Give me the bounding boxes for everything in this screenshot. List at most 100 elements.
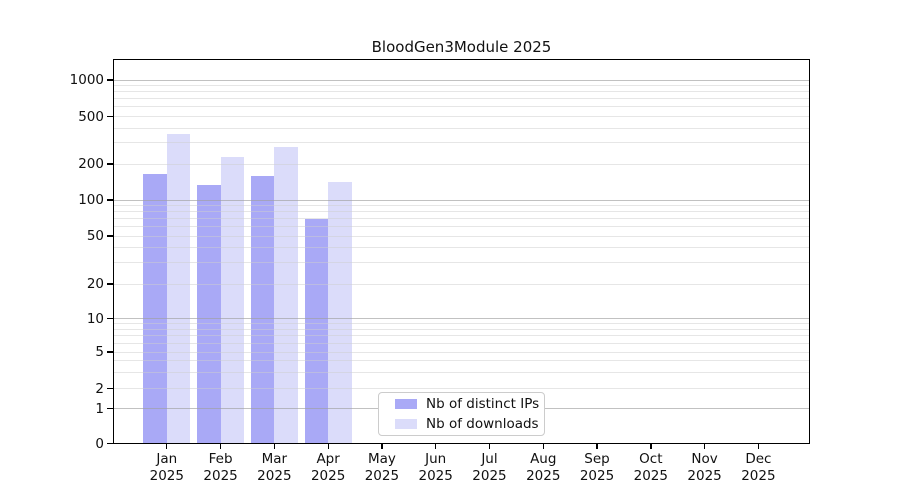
y-axis-tick bbox=[107, 283, 113, 285]
year-label: 2025 bbox=[687, 467, 722, 484]
x-axis-tick bbox=[757, 443, 760, 449]
year-label: 2025 bbox=[418, 467, 453, 484]
year-label: 2025 bbox=[472, 467, 507, 484]
bar-downloads-mar bbox=[274, 146, 298, 444]
bar-distinct-ips-jan bbox=[143, 173, 167, 444]
legend-box: Nb of distinct IPs Nb of downloads bbox=[378, 392, 545, 436]
x-tick-label-nov: Nov 2025 bbox=[670, 451, 740, 484]
y-axis-tick bbox=[107, 317, 113, 320]
x-tick-label-jun: Jun 2025 bbox=[401, 451, 471, 484]
bar-distinct-ips-mar bbox=[250, 175, 275, 444]
month-label: Aug bbox=[530, 451, 557, 467]
gridline-minor bbox=[114, 85, 809, 87]
gridline-minor bbox=[114, 98, 809, 100]
plot-area: 0 1 2 5 10 20 50 100 200 500 1000 Jan 2025 Feb 2025 Mar… bbox=[70, 58, 810, 484]
gridline-minor bbox=[114, 262, 809, 264]
gridline-minor bbox=[114, 142, 809, 144]
x-tick-label-dec: Dec 2025 bbox=[723, 451, 793, 484]
year-label: 2025 bbox=[310, 467, 346, 484]
month-label: Apr bbox=[316, 451, 340, 467]
year-label: 2025 bbox=[364, 467, 400, 484]
y-axis-tick bbox=[107, 235, 113, 237]
y-tick-label: 200 bbox=[78, 156, 104, 172]
month-label: May bbox=[367, 451, 396, 467]
x-axis-tick bbox=[488, 443, 491, 449]
gridline-minor bbox=[114, 342, 809, 344]
x-axis-tick bbox=[219, 443, 222, 449]
x-tick-label-may: May 2025 bbox=[347, 451, 417, 484]
bar-distinct-ips-feb bbox=[197, 185, 221, 444]
month-label: Jun bbox=[425, 451, 447, 467]
x-axis-tick bbox=[273, 443, 276, 449]
gridline-major bbox=[114, 79, 809, 81]
gridline-minor bbox=[114, 328, 809, 330]
year-label: 2025 bbox=[579, 467, 615, 484]
y-tick-label: 0 bbox=[95, 435, 104, 452]
year-label: 2025 bbox=[203, 467, 238, 484]
x-tick-label-oct: Oct 2025 bbox=[616, 451, 686, 484]
month-label: Mar bbox=[261, 451, 288, 467]
gridline-minor bbox=[114, 323, 809, 325]
month-label: Jan bbox=[156, 451, 178, 467]
chart-title: BloodGen3Module 2025 bbox=[371, 38, 552, 56]
y-tick-label: 1000 bbox=[69, 72, 104, 88]
x-tick-label-feb: Feb 2025 bbox=[186, 451, 256, 484]
month-label: Feb bbox=[208, 451, 233, 467]
y-tick-label: 100 bbox=[78, 192, 104, 208]
x-axis-tick bbox=[542, 443, 544, 449]
gridline-major bbox=[114, 318, 809, 319]
y-tick-label: 2 bbox=[95, 380, 104, 397]
y-tick-label: 500 bbox=[78, 108, 104, 125]
x-tick-label-jul: Jul 2025 bbox=[454, 451, 524, 484]
legend-swatch-distinct-ips bbox=[395, 399, 417, 409]
x-axis-tick bbox=[596, 443, 598, 449]
ticks-layer: 0 1 2 5 10 20 50 100 200 500 1000 Jan 2025 Feb 2025 Mar… bbox=[70, 60, 809, 484]
year-label: 2025 bbox=[149, 467, 184, 484]
y-tick-label: 5 bbox=[95, 344, 104, 360]
gridline-minor bbox=[114, 204, 809, 206]
y-axis-tick bbox=[107, 442, 113, 445]
month-label: Sep bbox=[584, 451, 610, 467]
x-axis-tick bbox=[381, 443, 383, 449]
legend-swatch-downloads bbox=[395, 419, 417, 429]
x-axis-tick bbox=[327, 443, 329, 449]
month-label: Oct bbox=[639, 451, 663, 467]
legend-item-distinct-ips: Nb of distinct IPs bbox=[379, 395, 544, 413]
month-label: Jul bbox=[481, 451, 498, 467]
x-tick-label-aug: Aug 2025 bbox=[508, 451, 578, 484]
gridline-minor bbox=[114, 211, 809, 213]
gridline-minor bbox=[114, 116, 809, 117]
gridline-minor bbox=[114, 360, 809, 362]
month-label: Dec bbox=[745, 451, 772, 467]
y-tick-label: 10 bbox=[86, 310, 104, 327]
x-axis-tick bbox=[650, 443, 652, 449]
x-axis-tick bbox=[435, 443, 437, 449]
x-axis-tick bbox=[704, 443, 706, 449]
gridline-minor bbox=[114, 218, 809, 220]
x-tick-label-apr: Apr 2025 bbox=[293, 451, 363, 484]
y-axis-tick bbox=[107, 115, 113, 118]
gridline-minor bbox=[114, 351, 809, 353]
y-axis-tick bbox=[107, 79, 113, 81]
year-label: 2025 bbox=[526, 467, 561, 484]
year-label: 2025 bbox=[741, 467, 776, 484]
year-label: 2025 bbox=[633, 467, 668, 484]
x-tick-label-mar: Mar 2025 bbox=[239, 451, 309, 484]
y-axis-tick bbox=[107, 407, 113, 410]
x-tick-label-sep: Sep 2025 bbox=[562, 451, 632, 484]
y-axis-tick bbox=[107, 199, 113, 201]
x-axis-tick bbox=[166, 443, 168, 449]
gridline-minor bbox=[114, 283, 809, 285]
gridline-minor bbox=[114, 127, 809, 129]
y-tick-label: 50 bbox=[86, 228, 104, 244]
gridline-minor bbox=[114, 247, 809, 249]
y-axis-tick bbox=[107, 387, 113, 390]
gridline-minor bbox=[114, 106, 809, 108]
bar-downloads-feb bbox=[220, 156, 244, 444]
y-axis-tick bbox=[107, 163, 113, 165]
gridline-minor bbox=[114, 235, 809, 237]
y-tick-label: 20 bbox=[86, 276, 104, 292]
bar-distinct-ips-apr bbox=[304, 218, 329, 444]
gridline-minor bbox=[114, 388, 809, 389]
